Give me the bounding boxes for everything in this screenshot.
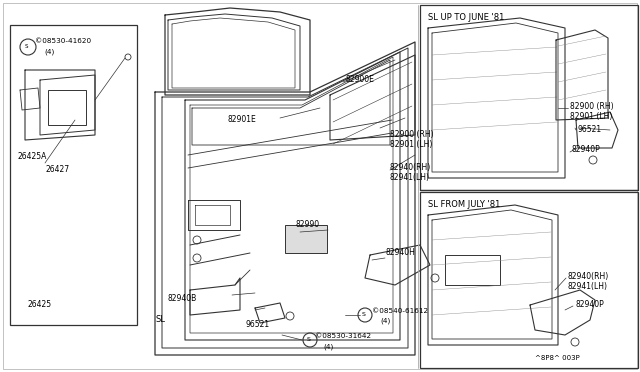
Text: S: S: [25, 44, 29, 49]
Bar: [420, 192, 638, 368]
Bar: [285, 225, 327, 253]
Text: 82900E: 82900E: [345, 75, 374, 84]
Text: ©08540-61612: ©08540-61612: [372, 308, 428, 314]
Text: 26425A: 26425A: [18, 152, 47, 161]
Text: 82940(RH): 82940(RH): [390, 163, 431, 172]
Bar: [48, 90, 86, 125]
Text: (4): (4): [44, 48, 54, 55]
Text: SL FROM JULY '81: SL FROM JULY '81: [428, 200, 500, 209]
Text: 96521: 96521: [245, 320, 269, 329]
Text: (4): (4): [323, 343, 333, 350]
Text: 82940P: 82940P: [575, 300, 604, 309]
Bar: [445, 255, 500, 285]
Text: 96521: 96521: [578, 125, 602, 134]
Text: 82900 (RH): 82900 (RH): [570, 102, 614, 111]
Text: 82940B: 82940B: [168, 294, 197, 303]
Text: S: S: [307, 337, 311, 342]
Text: ^8P8^ 003P: ^8P8^ 003P: [535, 355, 580, 361]
Text: S: S: [362, 312, 366, 317]
Text: SL UP TO JUNE '81: SL UP TO JUNE '81: [428, 13, 504, 22]
Text: 82901 (LH): 82901 (LH): [390, 140, 433, 149]
Text: 82990: 82990: [295, 220, 319, 229]
Text: SL: SL: [155, 315, 165, 324]
Bar: [420, 5, 638, 190]
Text: 82941(LH): 82941(LH): [390, 173, 430, 182]
Text: (4): (4): [380, 318, 390, 324]
Text: ©08530-41620: ©08530-41620: [35, 38, 91, 44]
Text: 82940P: 82940P: [572, 145, 601, 154]
Text: 82901E: 82901E: [228, 115, 257, 124]
Text: 82901 (LH): 82901 (LH): [570, 112, 612, 121]
Bar: [10, 25, 137, 325]
Text: 82941(LH): 82941(LH): [568, 282, 608, 291]
Text: 26425: 26425: [28, 300, 52, 309]
Text: ©08530-31642: ©08530-31642: [315, 333, 371, 339]
Text: 82940(RH): 82940(RH): [568, 272, 609, 281]
Text: 82900 (RH): 82900 (RH): [390, 130, 434, 139]
Text: 26427: 26427: [45, 165, 69, 174]
Text: 82940H: 82940H: [385, 248, 415, 257]
